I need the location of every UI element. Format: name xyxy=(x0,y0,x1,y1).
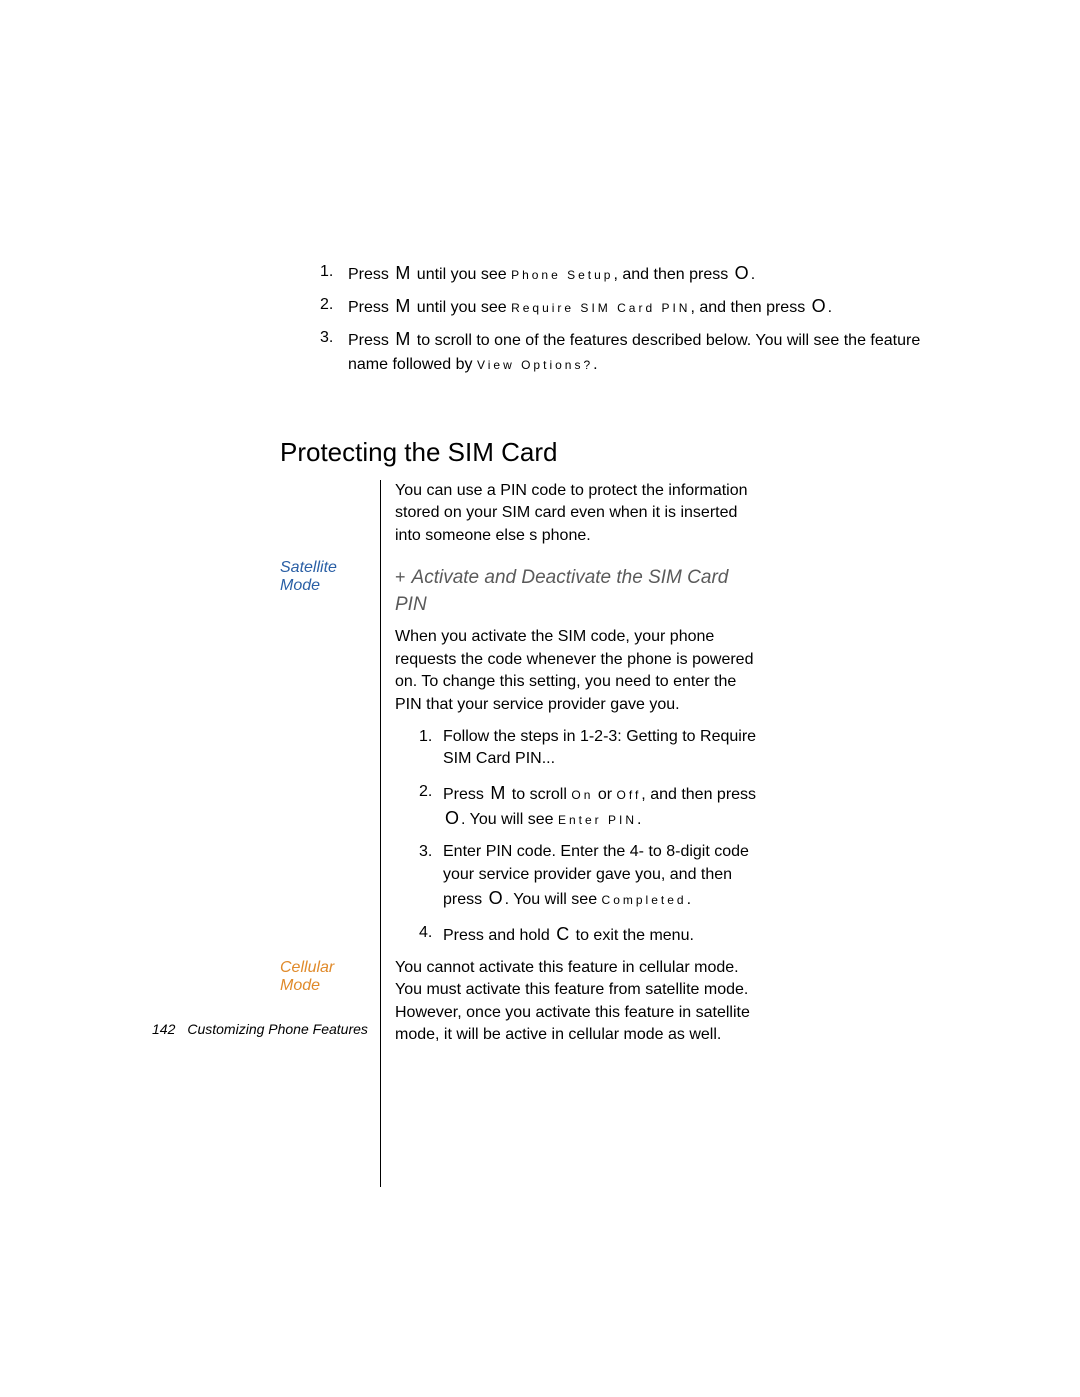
section-title: Protecting the SIM Card xyxy=(280,437,960,468)
inner-step-3: 3. Enter PIN code. Enter the 4- to 8-dig… xyxy=(419,841,765,911)
step-number: 2. xyxy=(419,781,443,832)
satellite-row: Satellite Mode +Activate and Deactivate … xyxy=(280,557,960,957)
step-text: Press and hold C to exit the menu. xyxy=(443,922,694,947)
inner-step-2: 2. Press M to scroll On or Off, and then… xyxy=(419,781,765,832)
step-number: 1. xyxy=(320,260,348,287)
cellular-content: You cannot activate this feature in cell… xyxy=(380,957,765,1187)
key-o: O xyxy=(487,888,505,908)
intro-content: You can use a PIN code to protect the in… xyxy=(380,480,765,557)
step-text: Press M until you see Phone Setup, and t… xyxy=(348,260,755,287)
display-require-sim: Require SIM Card PIN xyxy=(511,301,690,315)
key-o: O xyxy=(810,296,828,316)
cellular-row: Cellular Mode You cannot activate this f… xyxy=(280,957,960,1187)
display-view-options: View Options? xyxy=(477,358,593,372)
step-number: 1. xyxy=(419,726,443,771)
step-text: Press M until you see Require SIM Card P… xyxy=(348,293,832,320)
side-label-satellite: Satellite Mode xyxy=(280,557,380,957)
intro-paragraph: You can use a PIN code to protect the in… xyxy=(395,480,765,547)
step-number: 2. xyxy=(320,293,348,320)
satellite-content: +Activate and Deactivate the SIM Card PI… xyxy=(380,557,765,957)
key-m: M xyxy=(488,783,507,803)
key-o: O xyxy=(443,808,461,828)
step-text: Press M to scroll to one of the features… xyxy=(348,326,960,377)
manual-page: 1. Press M until you see Phone Setup, an… xyxy=(0,0,1080,1247)
inner-step-1: 1. Follow the steps in 1-2-3: Getting to… xyxy=(419,726,765,771)
key-m: M xyxy=(393,329,412,349)
display-phone-setup: Phone Setup xyxy=(511,268,613,282)
page-footer: 142 Customizing Phone Features xyxy=(152,1021,368,1037)
key-m: M xyxy=(393,263,412,283)
cellular-note: You cannot activate this feature in cell… xyxy=(395,957,765,1047)
top-step-2: 2. Press M until you see Require SIM Car… xyxy=(320,293,960,320)
chapter-title: Customizing Phone Features xyxy=(187,1021,368,1037)
display-on: On xyxy=(571,788,593,802)
top-step-1: 1. Press M until you see Phone Setup, an… xyxy=(320,260,960,287)
step-number: 3. xyxy=(419,841,443,911)
key-o: O xyxy=(733,263,751,283)
subheading-text: Activate and Deactivate the SIM Card PIN xyxy=(395,567,728,615)
step-number: 4. xyxy=(419,922,443,947)
inner-step-4: 4. Press and hold C to exit the menu. xyxy=(419,922,765,947)
sub-paragraph: When you activate the SIM code, your pho… xyxy=(395,626,765,716)
top-steps-list: 1. Press M until you see Phone Setup, an… xyxy=(320,260,960,377)
page-number: 142 xyxy=(152,1021,175,1037)
step-number: 3. xyxy=(320,326,348,377)
key-c: C xyxy=(554,924,571,944)
side-label-cellular: Cellular Mode xyxy=(280,957,380,1187)
step-text: Follow the steps in 1-2-3: Getting to Re… xyxy=(443,726,765,771)
display-enter-pin: Enter PIN xyxy=(558,813,637,827)
inner-steps-list: 1. Follow the steps in 1-2-3: Getting to… xyxy=(419,726,765,947)
step-text: Enter PIN code. Enter the 4- to 8-digit … xyxy=(443,841,765,911)
top-step-3: 3. Press M to scroll to one of the featu… xyxy=(320,326,960,377)
display-off: Off xyxy=(617,788,642,802)
intro-row: You can use a PIN code to protect the in… xyxy=(280,480,960,557)
display-completed: Completed xyxy=(602,893,687,907)
step-text: Press M to scroll On or Off, and then pr… xyxy=(443,781,765,832)
plus-icon: + xyxy=(395,567,406,587)
side-label-empty xyxy=(280,480,380,557)
key-m: M xyxy=(393,296,412,316)
subheading-activate: +Activate and Deactivate the SIM Card PI… xyxy=(395,565,765,618)
